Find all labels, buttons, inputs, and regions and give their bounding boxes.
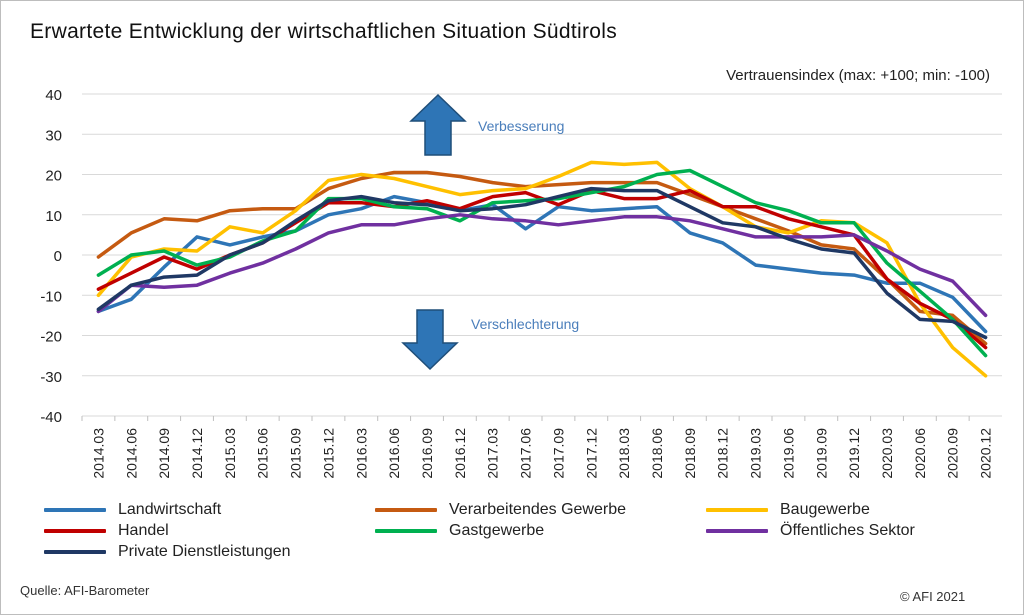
x-tick-label: 2018.12 <box>715 428 731 479</box>
copyright-note: © AFI 2021 <box>900 589 966 604</box>
y-tick-label: 10 <box>45 208 62 225</box>
x-tick-label: 2017.06 <box>518 428 534 479</box>
y-tick-label: -10 <box>40 288 62 305</box>
legend-item: Verarbeitendes Gewerbe <box>375 500 626 520</box>
legend-item: Private Dienstleistungen <box>44 542 291 562</box>
x-tick-label: 2019.06 <box>780 428 796 479</box>
y-tick-label: 20 <box>45 168 62 185</box>
x-tick-label: 2018.06 <box>649 428 665 479</box>
legend-label: Baugewerbe <box>780 501 870 518</box>
legend-label: Gastgewerbe <box>449 522 545 539</box>
legend-label: Verarbeitendes Gewerbe <box>449 501 626 518</box>
x-tick-label: 2018.03 <box>616 428 632 479</box>
legend-label: Öffentliches Sektor <box>780 522 915 539</box>
arrow-down-icon <box>401 309 459 371</box>
x-tick-label: 2016.12 <box>452 428 468 479</box>
x-tick-label: 2017.09 <box>550 428 566 479</box>
x-tick-label: 2015.12 <box>320 428 336 479</box>
y-tick-label: -30 <box>40 369 62 386</box>
legend-item: Öffentliches Sektor <box>706 521 915 541</box>
y-tick-label: -40 <box>40 409 62 426</box>
x-tick-label: 2014.09 <box>156 428 172 479</box>
y-tick-label: 0 <box>54 248 62 265</box>
x-tick-label: 2020.03 <box>879 428 895 479</box>
x-tick-label: 2016.06 <box>386 428 402 479</box>
legend-label: Landwirtschaft <box>118 501 222 518</box>
x-tick-label: 2014.06 <box>123 428 139 479</box>
annotation-improvement: Verbesserung <box>478 118 564 134</box>
legend-item: Landwirtschaft <box>44 500 221 520</box>
legend-swatch <box>44 550 106 554</box>
arrow-up-icon <box>409 93 467 156</box>
y-tick-label: -20 <box>40 329 62 346</box>
y-tick-label: 30 <box>45 127 62 144</box>
x-tick-label: 2018.09 <box>682 428 698 479</box>
annotation-deterioration: Verschlechterung <box>471 316 579 332</box>
source-note: Quelle: AFI-Barometer <box>20 583 150 598</box>
legend-swatch <box>375 508 437 512</box>
legend-label: Handel <box>118 522 169 539</box>
x-tick-label: 2015.03 <box>222 428 238 479</box>
legend-swatch <box>44 529 106 533</box>
legend-swatch <box>44 508 106 512</box>
legend-label: Private Dienstleistungen <box>118 543 291 560</box>
x-tick-label: 2017.03 <box>485 428 501 479</box>
x-tick-label: 2016.09 <box>419 428 435 479</box>
x-tick-label: 2016.03 <box>353 428 369 479</box>
x-tick-label: 2020.06 <box>912 428 928 479</box>
x-tick-label: 2015.09 <box>288 428 304 479</box>
series-line-3 <box>96 160 988 378</box>
legend-swatch <box>706 508 768 512</box>
chart-title: Erwartete Entwicklung der wirtschaftlich… <box>30 20 618 43</box>
series-line-1 <box>96 194 988 334</box>
chart-subtitle: Vertrauensindex (max: +100; min: -100) <box>726 67 990 84</box>
x-tick-label: 2014.03 <box>90 428 106 479</box>
legend-item: Handel <box>44 521 169 541</box>
x-tick-label: 2020.12 <box>978 428 994 479</box>
legend-swatch <box>375 529 437 533</box>
x-tick-label: 2019.12 <box>846 428 862 479</box>
legend-item: Baugewerbe <box>706 500 870 520</box>
series-line-6 <box>96 213 988 318</box>
legend-swatch <box>706 529 768 533</box>
x-tick-label: 2014.12 <box>189 428 205 479</box>
x-tick-label: 2020.09 <box>945 428 961 479</box>
x-tick-label: 2015.06 <box>255 428 271 479</box>
x-tick-label: 2019.03 <box>748 428 764 479</box>
legend-item: Gastgewerbe <box>375 521 544 541</box>
x-tick-label: 2019.09 <box>813 428 829 479</box>
y-tick-label: 40 <box>45 87 62 104</box>
x-tick-label: 2017.12 <box>583 428 599 479</box>
series-line-2 <box>96 170 988 346</box>
series-line-7 <box>96 186 988 340</box>
